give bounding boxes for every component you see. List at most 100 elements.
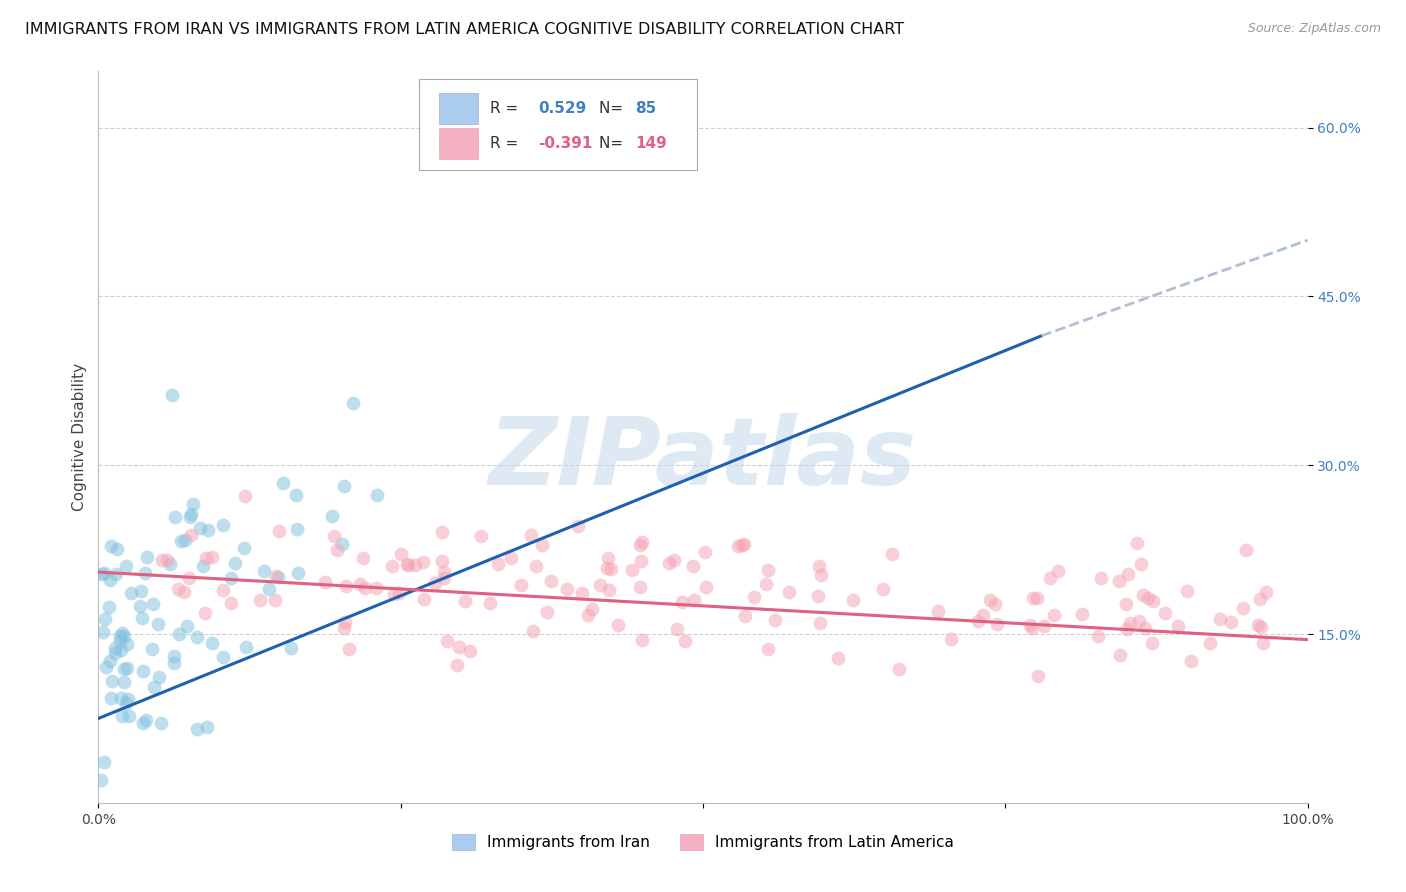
Point — [352, 550, 374, 565]
Point — [1137, 591, 1160, 606]
Point — [110, 690, 132, 705]
Point — [129, 584, 152, 599]
Point — [163, 649, 186, 664]
Point — [658, 556, 681, 570]
Point — [755, 576, 778, 591]
Point — [224, 556, 246, 570]
Point — [141, 642, 163, 657]
Point — [108, 628, 131, 642]
Point — [333, 479, 356, 493]
Point — [132, 715, 155, 730]
Point — [598, 550, 620, 565]
Point — [567, 518, 589, 533]
Point — [167, 627, 190, 641]
Point — [1254, 585, 1277, 599]
Point — [522, 624, 544, 639]
Point — [117, 691, 139, 706]
Point — [827, 650, 849, 665]
Point — [1026, 668, 1049, 682]
Point — [91, 625, 114, 640]
Point — [1026, 591, 1049, 606]
Point — [1142, 593, 1164, 607]
Text: Source: ZipAtlas.com: Source: ZipAtlas.com — [1247, 22, 1381, 36]
Point — [1090, 571, 1112, 585]
Text: 0.529: 0.529 — [538, 101, 586, 116]
Point — [1019, 618, 1042, 632]
Point — [666, 622, 689, 636]
Point — [630, 553, 652, 567]
Point — [349, 577, 371, 591]
Point — [271, 475, 294, 490]
Point — [446, 658, 468, 673]
Point — [104, 646, 127, 660]
Point — [197, 720, 219, 734]
Point — [388, 586, 411, 600]
Point — [280, 640, 302, 655]
Point — [404, 558, 426, 572]
Point — [181, 497, 204, 511]
Point — [173, 533, 195, 548]
Point — [249, 593, 271, 607]
Point — [98, 573, 121, 587]
Point — [412, 555, 434, 569]
Point — [191, 558, 214, 573]
Point — [1249, 592, 1271, 607]
Point — [342, 396, 364, 410]
Point — [727, 540, 749, 554]
Point — [285, 523, 308, 537]
Legend: Immigrants from Iran, Immigrants from Latin America: Immigrants from Iran, Immigrants from La… — [451, 834, 955, 850]
Point — [186, 722, 208, 736]
Point — [423, 576, 446, 591]
Point — [322, 529, 344, 543]
Point — [600, 562, 623, 576]
Point — [176, 619, 198, 633]
Point — [628, 538, 651, 552]
Text: IMMIGRANTS FROM IRAN VS IMMIGRANTS FROM LATIN AMERICA COGNITIVE DISABILITY CORRE: IMMIGRANTS FROM IRAN VS IMMIGRANTS FROM … — [25, 22, 904, 37]
Point — [756, 641, 779, 656]
Point — [131, 665, 153, 679]
FancyBboxPatch shape — [419, 78, 697, 170]
Point — [1022, 591, 1045, 606]
Point — [1247, 618, 1270, 632]
Point — [212, 649, 235, 664]
Point — [146, 617, 169, 632]
Point — [143, 680, 166, 694]
Point — [683, 593, 706, 607]
Point — [111, 708, 134, 723]
Point — [103, 640, 125, 655]
Point — [1071, 607, 1094, 622]
Point — [808, 615, 831, 630]
Point — [598, 583, 620, 598]
Point — [458, 644, 481, 658]
Point — [115, 637, 138, 651]
Point — [1175, 584, 1198, 599]
Point — [1108, 574, 1130, 589]
Point — [366, 487, 388, 501]
Point — [589, 578, 612, 592]
Point — [449, 640, 471, 655]
Point — [396, 558, 419, 572]
Point — [733, 536, 755, 550]
Point — [335, 579, 357, 593]
Point — [673, 633, 696, 648]
Point — [939, 632, 962, 646]
Point — [219, 596, 242, 610]
Point — [1108, 648, 1130, 663]
Point — [233, 489, 256, 503]
Point — [131, 611, 153, 625]
Point — [194, 606, 217, 620]
Point — [337, 642, 360, 657]
Point — [128, 599, 150, 613]
Point — [201, 549, 224, 564]
Point — [430, 554, 453, 568]
Point — [159, 557, 181, 571]
Point — [1128, 614, 1150, 628]
Point — [332, 621, 354, 635]
Point — [264, 569, 287, 583]
Point — [98, 654, 121, 668]
Point — [267, 524, 290, 538]
Point — [112, 629, 135, 643]
Point — [470, 529, 492, 543]
Point — [197, 524, 219, 538]
Point — [887, 662, 910, 676]
